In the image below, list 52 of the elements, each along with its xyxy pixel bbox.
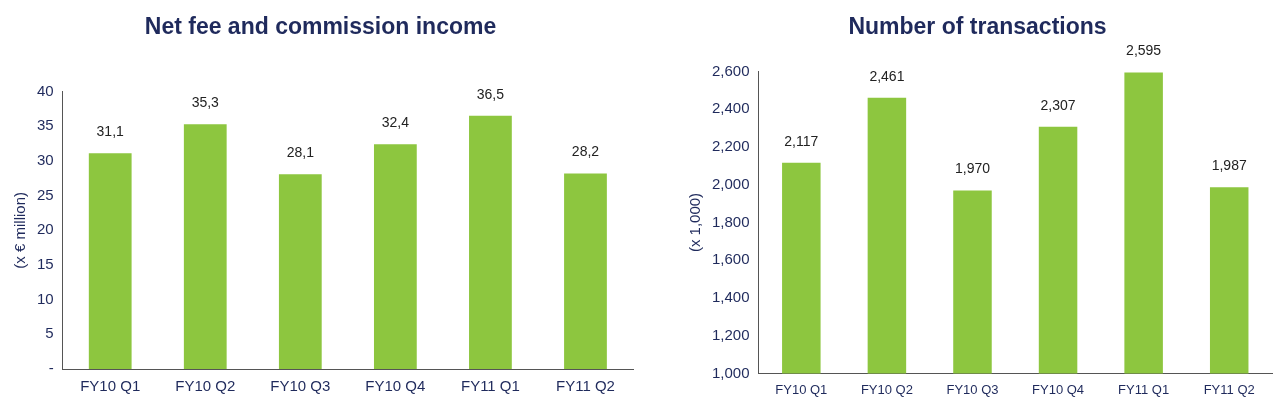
data-label: 2,595 — [1126, 42, 1162, 59]
bar — [469, 115, 512, 369]
y-tick-label: 1,200 — [711, 325, 750, 343]
data-label: 1,970 — [954, 160, 991, 177]
data-label: 2,117 — [784, 132, 819, 149]
y-tick-label: 35 — [37, 116, 54, 134]
x-tick-label: FY10 Q3 — [946, 381, 999, 397]
y-tick-label: - — [48, 359, 54, 377]
bar — [564, 173, 607, 369]
data-label: 2,307 — [1040, 96, 1076, 113]
y-tick-label: 30 — [37, 151, 54, 169]
data-label: 36,5 — [476, 85, 505, 102]
x-tick-label: FY10 Q4 — [365, 377, 426, 395]
y-tick-label: 2,400 — [711, 99, 750, 117]
x-tick-label: FY11 Q1 — [460, 377, 520, 395]
x-tick-label: FY11 Q1 — [1118, 381, 1170, 397]
y-tick-label: 25 — [37, 185, 54, 203]
x-tick-label: FY11 Q2 — [1203, 381, 1255, 397]
y-tick-label: 2,200 — [711, 137, 750, 155]
y-tick-label: 2,000 — [711, 174, 750, 192]
x-tick-label: FY10 Q2 — [860, 381, 913, 397]
x-tick-label: FY10 Q2 — [175, 377, 236, 395]
data-label: 2,461 — [869, 67, 905, 84]
y-tick-label: 15 — [37, 255, 54, 273]
data-label: 35,3 — [191, 94, 220, 111]
data-label: 32,4 — [381, 114, 410, 131]
x-tick-label: FY10 Q1 — [775, 381, 828, 397]
chart-title: Number of transactions — [848, 13, 1107, 40]
data-label: 28,2 — [571, 143, 600, 160]
y-tick-label: 20 — [37, 220, 54, 238]
x-tick-label: FY11 Q2 — [556, 377, 615, 395]
y-axis-title: (x € million) — [11, 191, 29, 269]
bar — [373, 144, 417, 369]
y-tick-label: 40 — [37, 81, 54, 99]
data-label: 1,987 — [1211, 157, 1247, 174]
x-tick-label: FY10 Q3 — [270, 377, 331, 395]
y-tick-label: 10 — [37, 289, 54, 307]
x-tick-label: FY10 Q1 — [80, 377, 141, 395]
bar — [278, 174, 322, 369]
y-axis-title: (x 1,000) — [686, 192, 704, 253]
y-tick-label: 1,000 — [711, 363, 750, 381]
data-label: 31,1 — [96, 123, 125, 140]
y-tick-label: 1,800 — [711, 212, 750, 230]
y-tick-label: 1,600 — [711, 250, 750, 268]
x-tick-label: FY10 Q4 — [1032, 381, 1085, 397]
bar — [88, 153, 132, 369]
chart-title: Net fee and commission income — [144, 13, 497, 40]
y-tick-label: 5 — [45, 324, 54, 342]
y-tick-label: 1,400 — [711, 288, 750, 306]
data-label: 28,1 — [286, 143, 315, 160]
bar — [183, 124, 227, 369]
y-tick-label: 2,600 — [711, 61, 750, 79]
